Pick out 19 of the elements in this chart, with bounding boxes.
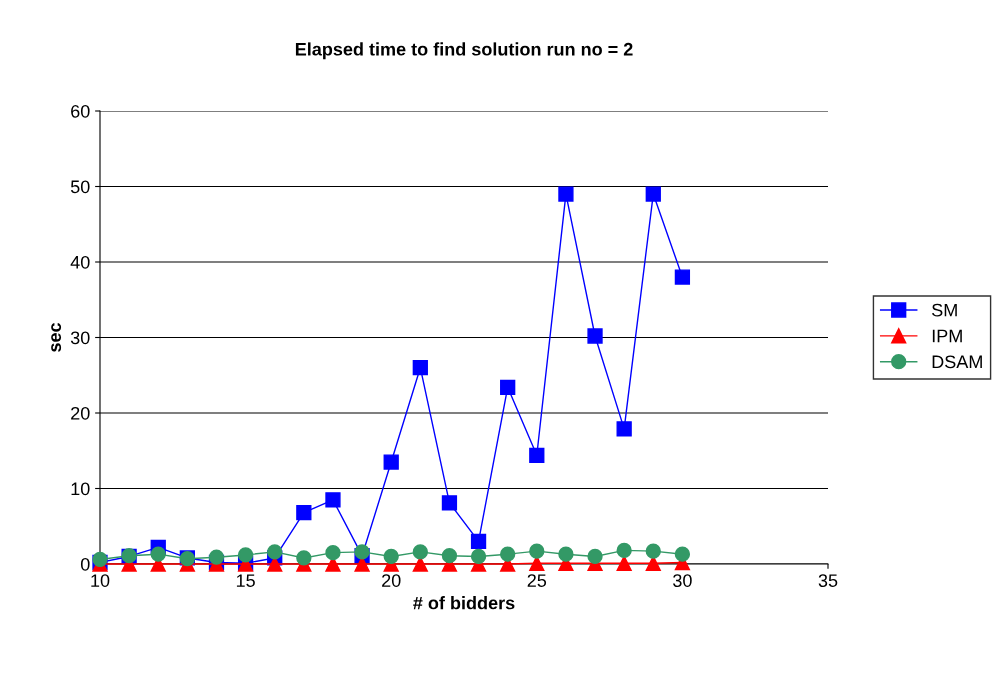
x-tick-label: 20	[382, 574, 401, 587]
y-tick-label: 0	[80, 557, 90, 571]
y-axis-title: sec	[51, 322, 62, 352]
x-tick-label: 35	[818, 574, 838, 587]
y-tick-label: 30	[70, 331, 90, 345]
chart-title: Elapsed time to find solution run no = 2	[295, 42, 633, 60]
x-tick-label: 30	[673, 574, 692, 587]
x-tick-label: 10	[91, 574, 110, 587]
legend-label: SM	[932, 303, 957, 317]
x-tick-label: 25	[527, 574, 547, 587]
legend-label: IPM	[932, 329, 962, 343]
y-tick-label: 50	[70, 180, 90, 194]
x-axis-title: # of bidders	[413, 596, 515, 610]
y-tick-label: 10	[71, 482, 90, 496]
x-tick-label: 15	[236, 574, 255, 587]
y-tick-label: 60	[71, 104, 90, 118]
y-tick-label: 40	[70, 255, 90, 269]
y-tick-label: 20	[71, 406, 90, 420]
legend-label: DSAM	[932, 355, 982, 369]
